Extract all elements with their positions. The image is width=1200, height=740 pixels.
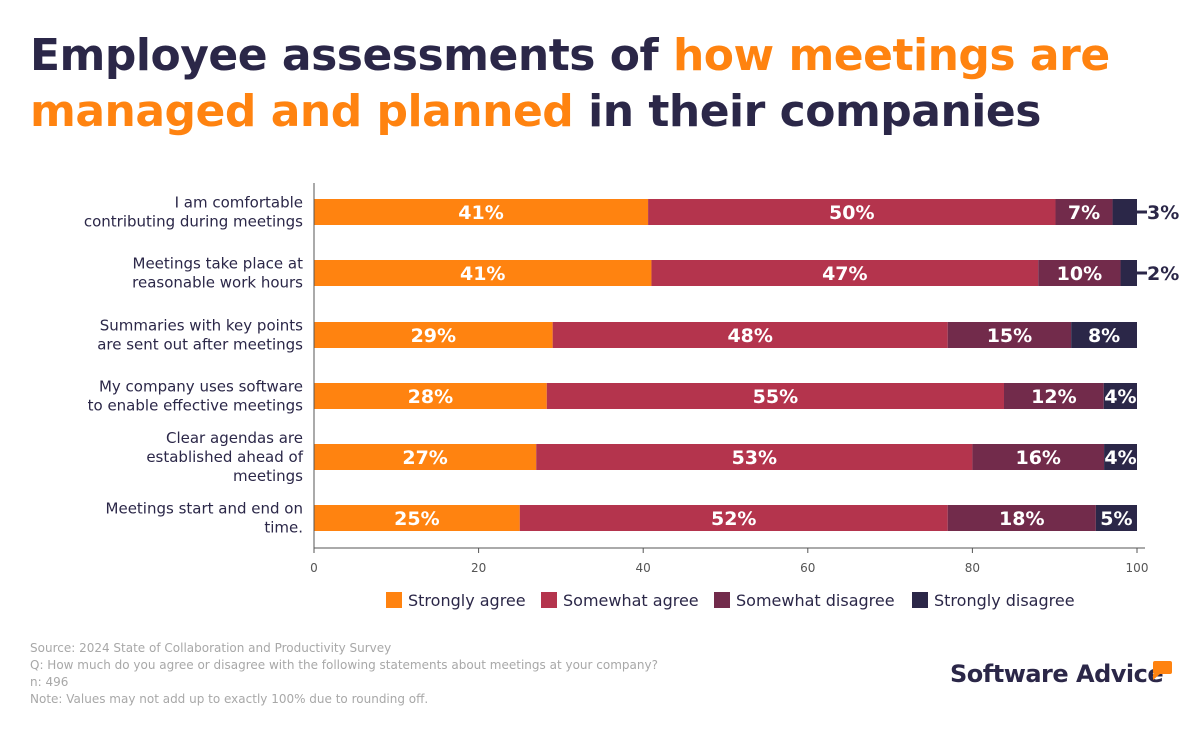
data-label: 12%	[1031, 386, 1076, 408]
data-label: 47%	[822, 263, 867, 285]
data-label: 27%	[402, 447, 447, 469]
x-tick-label: 100	[1126, 561, 1149, 575]
bar-segment	[314, 444, 537, 470]
legend-label: Strongly disagree	[934, 591, 1075, 610]
title-highlight: how meetings are managed and planned	[30, 30, 1110, 137]
legend-swatch	[386, 592, 402, 608]
bar-segment	[972, 444, 1105, 470]
category-label: Clear agendas are established ahead of mee…	[146, 429, 303, 485]
source-note: Source: 2024 State of Collaboration and …	[30, 641, 392, 655]
bar-segment	[651, 260, 1039, 286]
data-label: 8%	[1088, 325, 1120, 347]
rounding-note: Note: Values may not add up to exactly 1…	[30, 692, 429, 706]
data-label: 16%	[1015, 447, 1060, 469]
bar-segment	[546, 383, 1004, 409]
legend-swatch	[541, 592, 557, 608]
chart-title: Employee assessments of how meetings are…	[30, 28, 1200, 140]
data-label: 10%	[1057, 263, 1102, 285]
bar-segment	[314, 505, 520, 531]
title-part: Employee assessments of	[30, 30, 673, 81]
sample-size-note: n: 496	[30, 675, 69, 689]
data-label: 28%	[408, 386, 453, 408]
bar-segment	[947, 505, 1096, 531]
category-label: Summaries with key points are sent out af…	[97, 317, 303, 354]
x-tick-label: 60	[800, 561, 815, 575]
data-label: 29%	[411, 325, 456, 347]
data-label: 15%	[987, 325, 1032, 347]
legend-label: Somewhat agree	[563, 591, 699, 610]
legend-label: Strongly agree	[408, 591, 526, 610]
data-label: 18%	[999, 508, 1044, 530]
bar-segment	[314, 260, 652, 286]
bar-segment	[552, 322, 948, 348]
bar-segment	[1071, 322, 1137, 348]
legend-swatch	[912, 592, 928, 608]
bar-segment	[1095, 505, 1137, 531]
bar-segment	[947, 322, 1072, 348]
bar-segment	[1003, 383, 1104, 409]
bar-segment	[1112, 199, 1137, 225]
data-label: 7%	[1068, 202, 1100, 224]
data-label: 48%	[727, 325, 772, 347]
x-tick-label: 80	[965, 561, 980, 575]
data-label: 41%	[460, 263, 505, 285]
legend-label: Somewhat disagree	[736, 591, 895, 610]
data-label: 4%	[1104, 447, 1136, 469]
bar-segment	[1120, 260, 1137, 286]
x-tick-label: 20	[471, 561, 486, 575]
data-label: 4%	[1104, 386, 1136, 408]
data-label: 3%	[1147, 202, 1179, 224]
x-tick-label: 40	[636, 561, 651, 575]
bar-segment	[314, 322, 553, 348]
category-label: Meetings take place at reasonable work ho…	[132, 255, 303, 292]
legend-swatch	[714, 592, 730, 608]
data-label: 55%	[753, 386, 798, 408]
bar-segment	[519, 505, 948, 531]
x-tick-label: 0	[310, 561, 318, 575]
stacked-bar-chart: I am comfortable contributing during meet…	[84, 183, 1179, 610]
data-label: 50%	[829, 202, 874, 224]
bar-segment	[1055, 199, 1113, 225]
question-note: Q: How much do you agree or disagree wit…	[30, 658, 658, 672]
data-label: 41%	[458, 202, 503, 224]
bar-segment	[648, 199, 1056, 225]
data-label: 5%	[1100, 508, 1132, 530]
data-label: 2%	[1147, 263, 1179, 285]
category-label: Meetings start and end on time.	[106, 500, 303, 537]
bar-segment	[314, 383, 547, 409]
bar-segment	[536, 444, 973, 470]
software-advice-logo: Software Advice	[950, 660, 1164, 688]
footer-notes: Source: 2024 State of Collaboration and …	[30, 640, 658, 708]
category-label: My company uses software to enable effect…	[88, 378, 304, 415]
category-label: I am comfortable contributing during meet…	[84, 194, 303, 231]
data-label: 25%	[394, 508, 439, 530]
speech-bubble-icon	[1153, 661, 1172, 680]
data-label: 53%	[732, 447, 777, 469]
title-part: in their companies	[573, 86, 1041, 137]
bar-segment	[1104, 444, 1137, 470]
bar-segment	[1103, 383, 1137, 409]
bar-segment	[314, 199, 649, 225]
data-label: 52%	[711, 508, 756, 530]
bar-segment	[1038, 260, 1121, 286]
